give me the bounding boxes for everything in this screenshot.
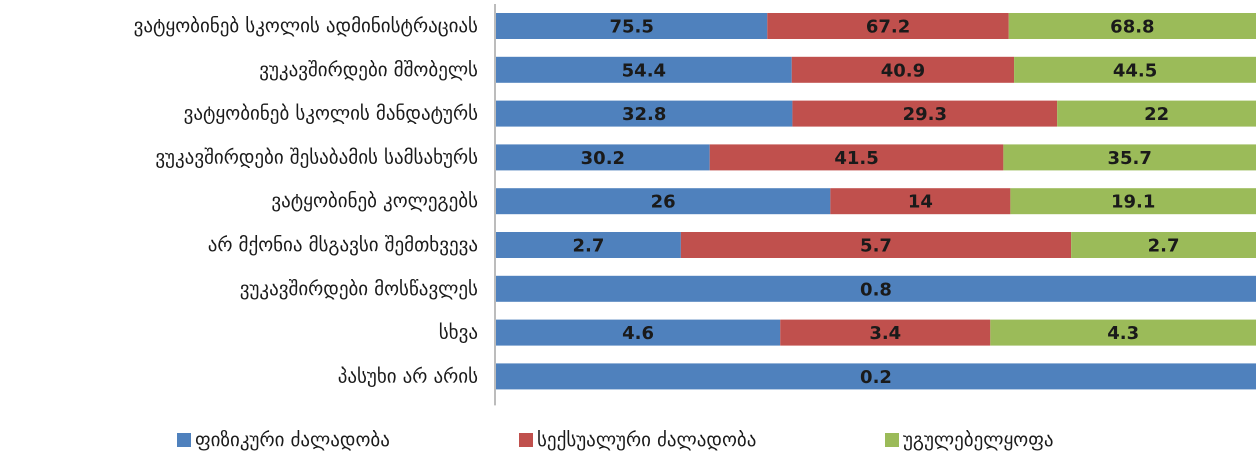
category-label: პასუხი არ არის	[338, 365, 478, 387]
data-label: 35.7	[1107, 148, 1151, 169]
bar-segment	[1010, 188, 1256, 215]
bar-segment	[1003, 144, 1256, 171]
data-label: 44.5	[1113, 60, 1157, 81]
data-label: 22	[1144, 104, 1169, 125]
legend: ფიზიკური ძალადობა სექსუალური ძალადობა უგულ…	[177, 429, 1054, 451]
data-label: 14	[908, 192, 933, 213]
category-label: სხვა	[439, 322, 478, 344]
bar-segment	[990, 319, 1256, 346]
category-label: არ მქონია მსგავსი შემთხვევა	[208, 234, 478, 256]
data-label: 0.8	[860, 279, 892, 300]
data-label: 4.3	[1107, 323, 1139, 344]
bar-segment	[496, 13, 768, 39]
category-label: ვუკავშირდები მშობელს	[259, 59, 478, 81]
bar-segment	[496, 188, 831, 215]
legend-swatch	[519, 433, 533, 447]
category-label: ვუკავშირდები შესაბამის სამსახურს	[155, 146, 478, 168]
legend-label: უგულებელყოფა	[903, 429, 1054, 451]
bar-segment	[1008, 13, 1256, 39]
bar-segment	[791, 56, 1015, 83]
bar-segment	[792, 100, 1058, 127]
bar-segment	[709, 144, 1004, 171]
bar-segment	[496, 56, 792, 83]
data-label: 29.3	[903, 104, 947, 125]
data-label: 30.2	[581, 148, 625, 169]
bar-segment	[496, 144, 710, 171]
bar-segment	[780, 319, 991, 346]
data-labels: 75.5 67.2 68.8 54.4 40.9 44.5 32.8 29.3 22 30.2 41…	[572, 17, 1179, 388]
bar-segment	[496, 363, 1256, 390]
legend-swatch	[177, 433, 191, 447]
data-label: 54.4	[622, 60, 666, 81]
category-labels: ვატყობინებ სკოლის ადმინისტრაციას ვუკავშირ…	[134, 15, 478, 387]
data-label: 19.1	[1111, 192, 1155, 213]
category-label: ვატყობინებ სკოლის მანდატურს	[184, 103, 478, 125]
data-label: 0.2	[860, 367, 892, 388]
legend-label: ფიზიკური ძალადობა	[195, 429, 390, 451]
bars-layer	[496, 13, 1256, 390]
bar-segment	[680, 232, 1072, 258]
data-label: 5.7	[860, 236, 892, 257]
data-label: 75.5	[609, 17, 653, 38]
data-label: 41.5	[834, 148, 878, 169]
category-label: ვუკავშირდები მოსწავლეს	[240, 278, 478, 300]
bar-segment	[1057, 100, 1256, 127]
data-label: 32.8	[622, 104, 666, 125]
data-label: 2.7	[1148, 236, 1180, 257]
bar-segment	[496, 275, 1256, 302]
data-label: 3.4	[869, 323, 901, 344]
category-label: ვატყობინებ სკოლის ადმინისტრაციას	[134, 15, 478, 37]
bar-segment	[1071, 232, 1256, 258]
bar-segment	[830, 188, 1011, 215]
category-label: ვატყობინებ კოლეგებს	[271, 190, 478, 212]
data-label: 2.7	[572, 236, 604, 257]
bar-segment	[496, 232, 681, 258]
data-label: 40.9	[881, 60, 925, 81]
data-label: 4.6	[622, 323, 654, 344]
legend-swatch	[885, 433, 899, 447]
data-label: 68.8	[1110, 17, 1154, 38]
data-label: 26	[651, 192, 676, 213]
bar-segment	[1014, 56, 1256, 83]
bar-segment	[496, 319, 781, 346]
bar-segment	[496, 100, 793, 127]
bar-segment	[767, 13, 1009, 39]
legend-label: სექსუალური ძალადობა	[537, 429, 756, 451]
data-label: 67.2	[866, 17, 910, 38]
